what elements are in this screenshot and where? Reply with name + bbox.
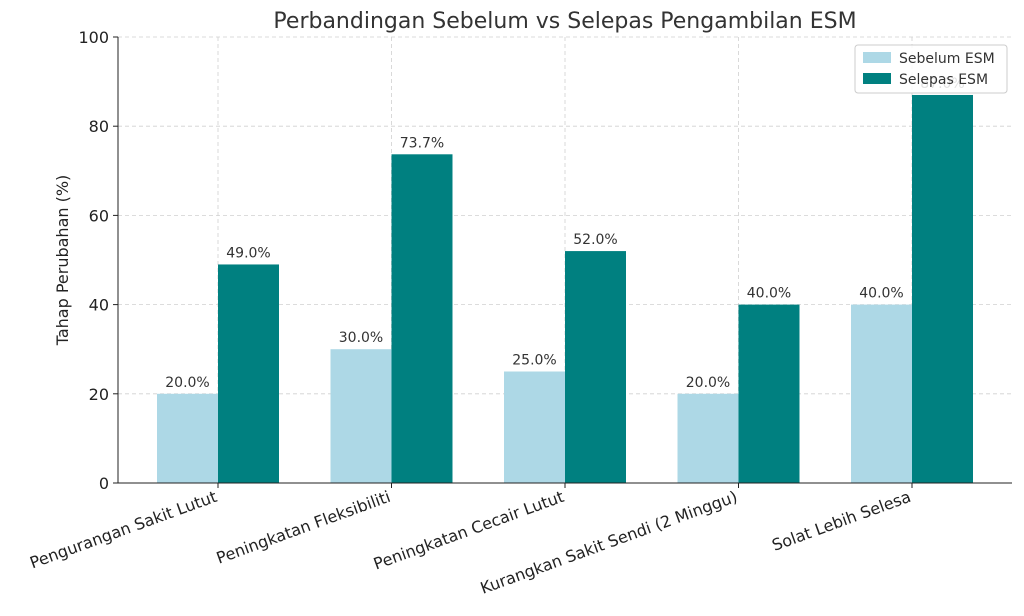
y-ticks-group: 0 20 40 60 80 100 (78, 28, 118, 493)
y-tick-label: 60 (89, 206, 109, 225)
legend-entry-label: Sebelum ESM (899, 51, 995, 67)
bar-before (330, 349, 392, 483)
y-tick-label: 80 (89, 117, 109, 136)
bar-value-label: 30.0% (339, 330, 383, 346)
bar-after (391, 154, 453, 483)
legend-entry-label: Selepas ESM (899, 72, 988, 88)
chart-title: Perbandingan Sebelum vs Selepas Pengambi… (273, 9, 856, 34)
legend-swatch (863, 52, 891, 63)
bar-after (738, 304, 800, 483)
bar-before (851, 304, 912, 483)
legend-box (854, 44, 1008, 94)
bar-after (565, 251, 626, 483)
legend-swatch (863, 73, 891, 84)
bar-value-label: 73.7% (400, 135, 444, 151)
bar-value-label: 52.0% (573, 232, 617, 248)
y-tick-label: 40 (89, 296, 109, 315)
y-tick-label: 20 (89, 385, 109, 404)
bar-after (912, 94, 973, 483)
bar-after (218, 264, 279, 483)
x-tick-label: Pengurangan Sakit Lutut (27, 487, 219, 572)
y-tick-label: 0 (99, 474, 109, 493)
y-axis-label: Tahap Perubahan (%) (53, 175, 72, 347)
bar-value-label: 20.0% (686, 375, 730, 391)
bar-before (157, 393, 218, 483)
x-tick-label: Solat Lebih Selesa (769, 487, 913, 555)
bar-before (677, 393, 739, 483)
bar-value-label: 49.0% (226, 245, 270, 261)
bar-value-label: 40.0% (859, 286, 903, 302)
y-tick-label: 100 (78, 28, 109, 47)
bar-value-label: 20.0% (165, 375, 209, 391)
bar-value-label: 40.0% (747, 286, 791, 302)
x-tick-label: Peningkatan Fleksibiliti (214, 487, 393, 568)
bar-value-label: 25.0% (512, 353, 556, 369)
bar-before (504, 371, 565, 483)
bars-group (157, 94, 973, 483)
legend: Sebelum ESM Selepas ESM (854, 44, 1008, 94)
